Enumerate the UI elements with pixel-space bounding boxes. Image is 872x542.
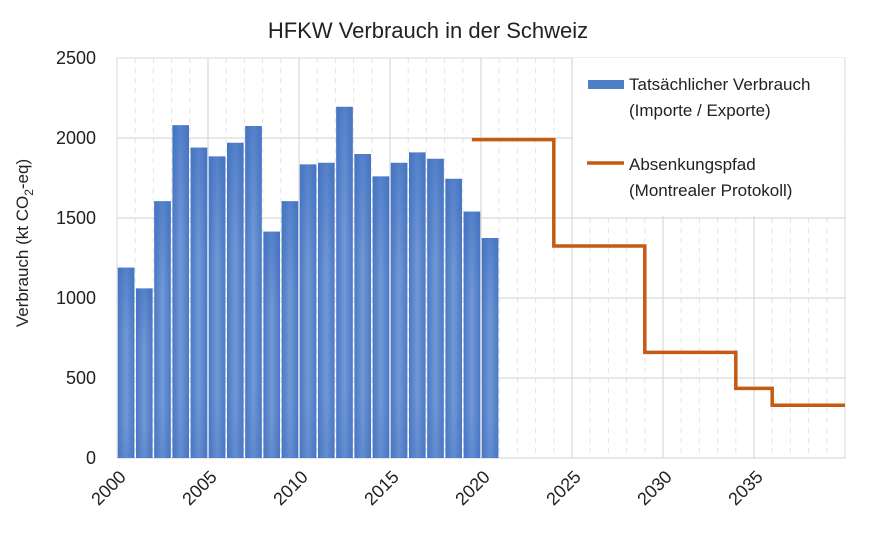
bar-shade [481, 238, 499, 458]
bar-shade [190, 147, 208, 458]
bar-shade [318, 162, 335, 459]
legend-label-path-line1: Absenkungspfad [629, 155, 756, 174]
bar-shade [372, 176, 390, 458]
bar-shade [409, 152, 426, 458]
legend-label-path-line2: (Montrealer Protokoll) [629, 181, 792, 200]
y-axis-ticks: 0 500 1000 1500 2000 2500 [56, 48, 96, 468]
bar-shade [263, 231, 280, 458]
x-tick-label: 2020 [451, 467, 493, 509]
bar-shade [227, 142, 244, 459]
x-axis-ticks: 2000 2005 2010 2015 2020 2025 2030 2035 [87, 467, 766, 509]
y-axis-label: Verbrauch (kt CO2-eq) [13, 159, 36, 327]
y-tick-label: 500 [66, 368, 96, 388]
bar-shade [336, 106, 353, 459]
bar-shade [172, 125, 189, 458]
legend-label-actual-line2: (Importe / Exporte) [629, 101, 771, 120]
y-tick-label: 1500 [56, 208, 96, 228]
bar-shade [154, 201, 171, 458]
legend-label-actual-line1: Tatsächlicher Verbrauch [629, 75, 810, 94]
bar-shade [463, 211, 481, 458]
y-tick-label: 1000 [56, 288, 96, 308]
bar-shade [208, 156, 226, 458]
bar-series-actual-consumption [117, 106, 499, 459]
bar-shade [390, 162, 408, 459]
y-tick-label: 2000 [56, 128, 96, 148]
bar-shade [354, 154, 371, 458]
legend: Tatsächlicher Verbrauch (Importe / Expor… [587, 75, 810, 200]
bar-shade [245, 126, 262, 458]
step-line-path [471, 137, 845, 407]
x-tick-label: 2010 [269, 467, 311, 509]
x-tick-label: 2035 [724, 467, 766, 509]
x-tick-label: 2030 [633, 467, 675, 509]
y-tick-label: 0 [86, 448, 96, 468]
x-tick-label: 2025 [542, 467, 584, 509]
bar-shade [299, 164, 317, 458]
line-series-reduction-path [471, 137, 845, 407]
bar-shade [117, 267, 135, 458]
chart-title: HFKW Verbrauch in der Schweiz [268, 18, 588, 43]
bar-shade [281, 201, 299, 458]
bar-shade [427, 158, 444, 459]
legend-swatch-bar [588, 80, 624, 89]
bar-shade [445, 178, 462, 459]
x-tick-label: 2005 [178, 467, 220, 509]
x-tick-label: 2015 [360, 467, 402, 509]
bar-shade [136, 288, 153, 458]
minor-gridlines [134, 58, 828, 458]
y-tick-label: 2500 [56, 48, 96, 68]
x-tick-label: 2000 [87, 467, 129, 509]
